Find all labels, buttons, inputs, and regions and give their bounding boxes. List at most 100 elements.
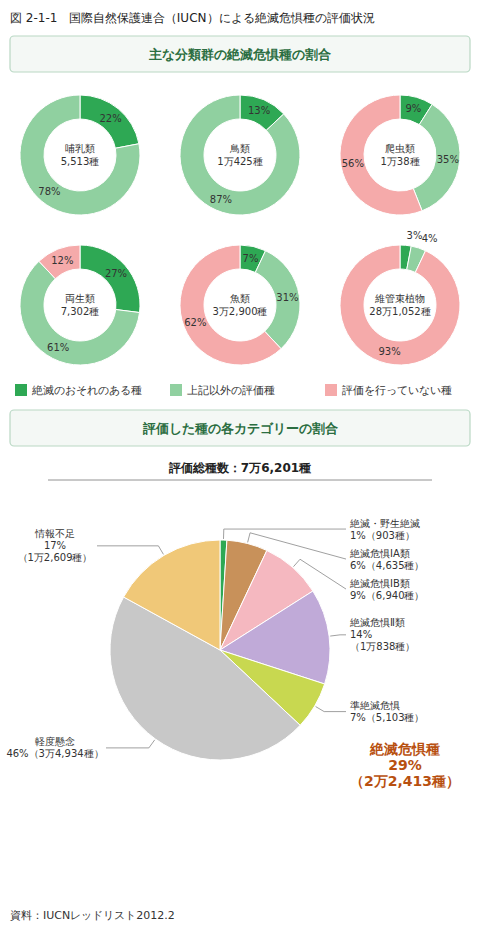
data-label: 78% — [38, 186, 60, 197]
data-label: 6%（4,635種） — [350, 560, 425, 571]
data-label: 61% — [47, 342, 69, 353]
donut-label: 両生類7,302種 — [61, 293, 100, 317]
text-line: 維管束植物 — [374, 293, 425, 304]
data-label: 22% — [99, 113, 121, 124]
text-line: 絶滅危惧ⅠB類 — [349, 578, 410, 589]
data-label: 87% — [210, 194, 232, 205]
section-title: 主な分類群の絶滅危惧種の割合 — [148, 47, 331, 62]
text-line: 魚類 — [230, 293, 250, 304]
legend-label: 絶滅のおそれのある種 — [31, 384, 142, 397]
donut-slice — [180, 95, 300, 215]
donut — [340, 245, 460, 365]
donut-slice — [20, 261, 140, 365]
leader-line — [293, 559, 346, 589]
text-line: 1%（903種） — [350, 530, 415, 541]
text-line: 絶滅・野生絶滅 — [349, 518, 420, 529]
donut — [20, 245, 140, 365]
text-line: 哺乳類 — [65, 143, 95, 154]
category-label: 絶滅危惧ⅠB類 — [349, 578, 410, 589]
pie — [110, 540, 330, 760]
text-line: 17% — [44, 540, 66, 551]
text-line: 14% — [350, 629, 372, 640]
text-line: 両生類 — [65, 293, 95, 304]
text-line: 鳥類 — [229, 143, 250, 154]
text-line: 絶滅危惧Ⅱ類 — [349, 617, 405, 628]
text-line: （1万838種） — [350, 641, 415, 652]
data-label: 35% — [437, 154, 459, 165]
text-line: （2万2,413種） — [350, 773, 460, 789]
text-line: 7%（5,103種） — [350, 712, 425, 723]
leader-line — [316, 707, 346, 712]
legend-label: 上記以外の評価種 — [187, 384, 275, 397]
donut — [180, 245, 300, 365]
title: 図 2-1-1 国際自然保護連合（IUCN）による絶滅危惧種の評価状況 — [10, 11, 375, 25]
donut — [180, 95, 300, 215]
data-label: 31% — [276, 292, 298, 303]
category-label: 準絶滅危惧 — [350, 700, 400, 711]
data-label: 9%（6,940種） — [350, 590, 425, 601]
text-line: （1万2,609種） — [18, 552, 93, 563]
donut-label: 爬虫類 1万38種 — [380, 143, 419, 167]
category-label: 絶滅危惧Ⅱ類 — [349, 617, 405, 628]
text-line: 絶滅危惧ⅠA類 — [349, 548, 410, 559]
text-line: 9%（6,940種） — [350, 590, 425, 601]
data-label: 27% — [105, 268, 127, 279]
text-line: 3万2,900種 — [213, 306, 268, 317]
chart: 図 2-1-1 国際自然保護連合（IUCN）による絶滅危惧種の評価状況主な分類群… — [0, 0, 480, 933]
text-line: 資料：IUCNレッドリスト2012.2 — [10, 909, 175, 922]
text-line: 5,513種 — [61, 156, 100, 167]
text-line: 28万1,052種 — [369, 306, 430, 317]
source: 資料：IUCNレッドリスト2012.2 — [10, 909, 175, 922]
data-label: 17%（1万2,609種） — [18, 540, 93, 563]
donut-slice — [20, 95, 140, 215]
text-line: 軽度懸念 — [35, 736, 75, 747]
text-line: 46%（3万4,934種） — [6, 748, 103, 759]
underline — [48, 480, 432, 481]
text-line: 1万38種 — [380, 156, 419, 167]
text-line: 絶滅危惧種 — [369, 741, 440, 757]
category-label: 絶滅危惧ⅠA類 — [349, 548, 410, 559]
donut-slice — [80, 95, 139, 148]
data-label: 4% — [422, 233, 438, 244]
text-line: 29% — [388, 757, 422, 773]
donut-slice — [39, 245, 80, 279]
pie-slice — [124, 540, 220, 650]
data-label: 93% — [378, 346, 400, 357]
category-label: 情報不足 — [34, 528, 75, 539]
data-label: 56% — [342, 158, 364, 169]
data-label: 7%（5,103種） — [350, 712, 425, 723]
text-line: 爬虫類 — [385, 143, 415, 154]
legend-label: 評価を行っていない種 — [342, 384, 452, 397]
data-label: 62% — [184, 317, 206, 328]
donut-slice — [180, 245, 281, 365]
section-box — [10, 36, 470, 72]
donut — [20, 95, 140, 215]
leader-line — [223, 529, 346, 539]
donut-label: 哺乳類 5,513種 — [61, 143, 100, 167]
leader-line — [106, 740, 155, 748]
category-label: 絶滅・野生絶滅 — [349, 518, 420, 529]
subtitle: 評価総種数：7万6,201種 — [168, 461, 311, 475]
text-line: 1万425種 — [217, 156, 262, 167]
data-label: 12% — [51, 255, 73, 266]
donut — [340, 95, 460, 215]
text-line: 情報不足 — [34, 528, 75, 539]
donut-label: 維管束植物 28万1,052種 — [369, 293, 430, 317]
data-label: 1%（903種） — [350, 530, 415, 541]
leader-line — [330, 635, 346, 636]
legend-swatch — [325, 384, 337, 396]
data-label: 3% — [407, 230, 423, 241]
leader-line — [97, 546, 163, 555]
donut-slice — [340, 245, 460, 365]
data-label: 13% — [248, 105, 270, 116]
section-box — [10, 410, 470, 446]
data-label: 9% — [405, 103, 421, 114]
leader-line — [248, 533, 346, 559]
data-label: 7% — [243, 253, 259, 264]
section-title: 評価した種の各カテゴリーの割合 — [142, 421, 338, 436]
annotation: 絶滅危惧種29%（2万2,413種） — [350, 741, 460, 789]
text-line: 6%（4,635種） — [350, 560, 425, 571]
donut-slice — [413, 104, 460, 210]
data-label: 14%（1万838種） — [350, 629, 415, 652]
text-line: 準絶滅危惧 — [350, 700, 400, 711]
